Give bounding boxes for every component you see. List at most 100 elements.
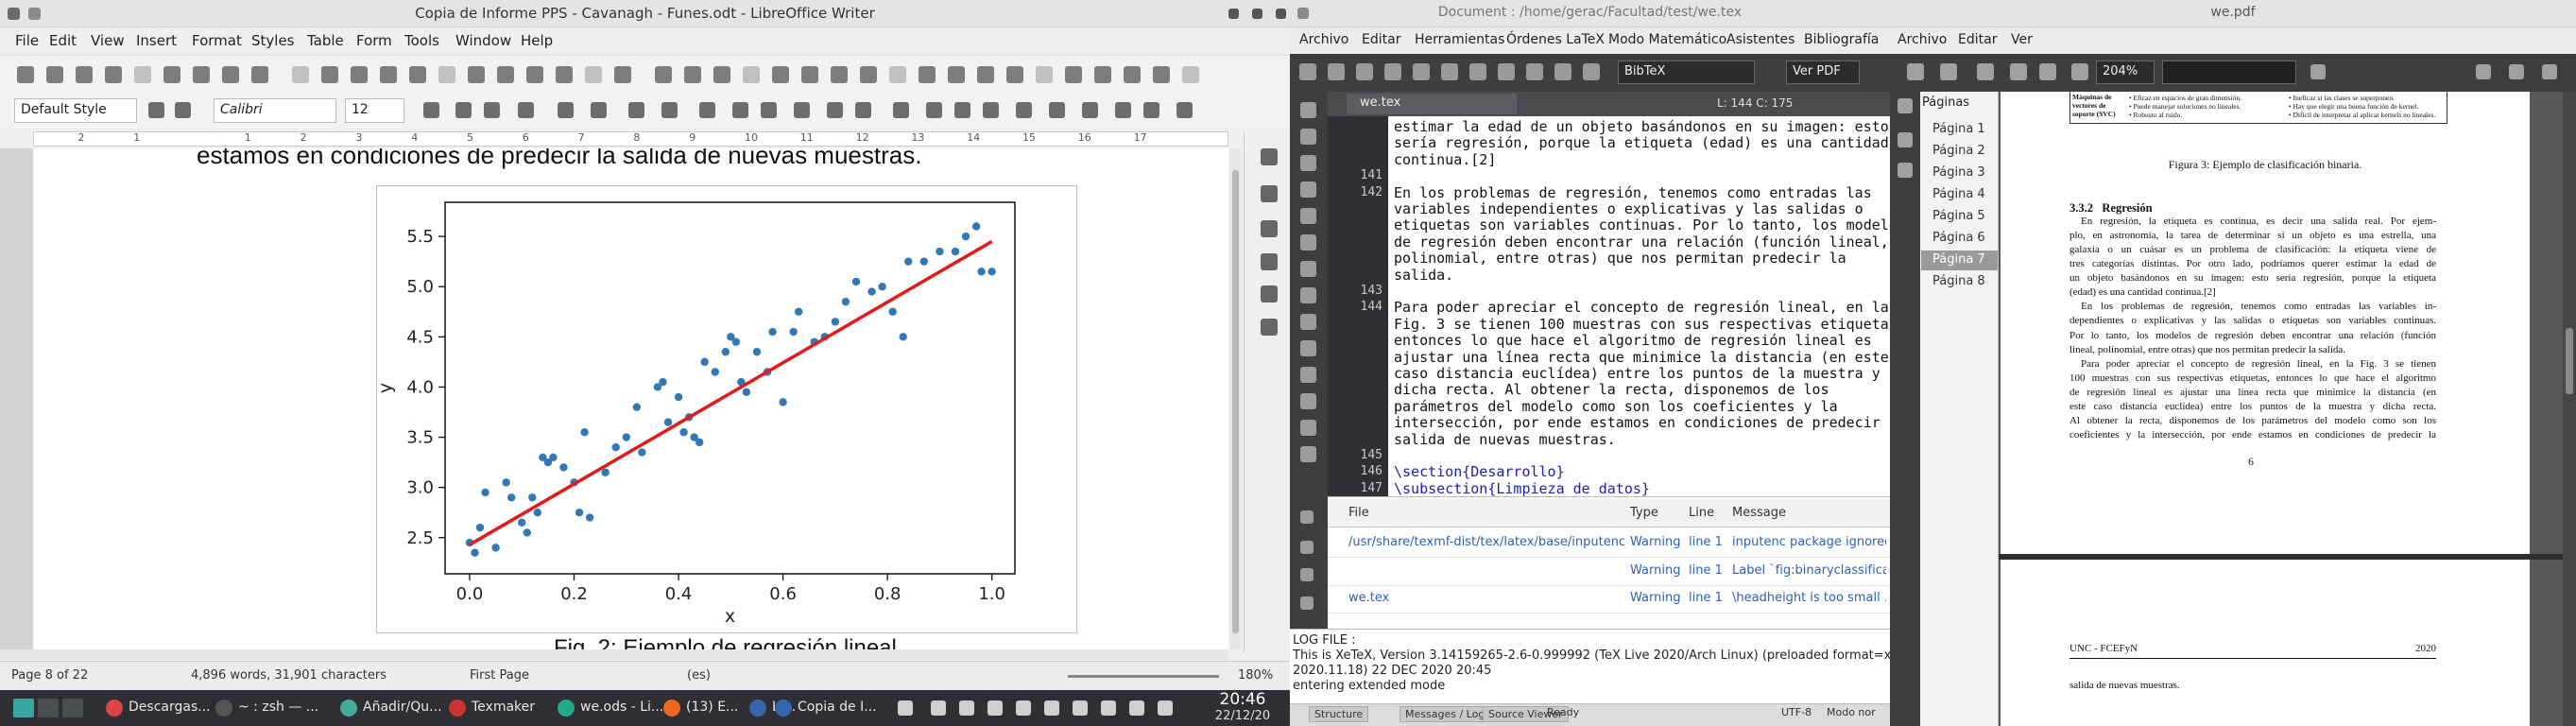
toolbar-icon[interactable] <box>1498 63 1515 80</box>
page-item[interactable]: Página 4 <box>1932 187 1985 201</box>
toolbar-icon[interactable] <box>423 102 439 118</box>
toolbar-icon[interactable] <box>1261 253 1278 270</box>
toolbar-icon[interactable] <box>948 66 965 83</box>
menu-item[interactable]: View <box>91 32 125 49</box>
toolbar-icon[interactable] <box>919 66 936 83</box>
toolbar-icon[interactable] <box>76 66 93 83</box>
toolbar-icon[interactable] <box>898 700 913 716</box>
toolbar-icon[interactable] <box>983 102 999 118</box>
toolbar-icon[interactable] <box>893 102 909 118</box>
page-item[interactable]: Página 7 <box>1921 251 1998 270</box>
task-item[interactable]: we.ods - Li... <box>580 700 664 715</box>
toolbar-icon[interactable] <box>1300 234 1316 251</box>
toolbar-icon[interactable] <box>455 102 472 118</box>
menu-item[interactable]: Tools <box>404 32 439 49</box>
menu-item[interactable]: Ver <box>2011 32 2033 47</box>
task-item[interactable]: ~ : zsh — ... <box>238 700 319 715</box>
toolbar-icon[interactable] <box>1384 63 1401 80</box>
font-combo[interactable]: Calibri <box>214 98 336 123</box>
toolbar-icon[interactable] <box>134 66 151 83</box>
toolbar-icon[interactable] <box>794 102 810 118</box>
toolbar-icon[interactable] <box>1583 63 1600 80</box>
toolbar-icon[interactable] <box>655 66 672 83</box>
file-tab[interactable]: we.tex <box>1347 94 1517 114</box>
toolbar-icon[interactable] <box>827 102 843 118</box>
menu-item[interactable]: Form <box>356 32 392 49</box>
toolbar-icon[interactable] <box>409 66 426 83</box>
toolbar-icon[interactable] <box>1898 98 1913 113</box>
workspace[interactable] <box>38 699 59 717</box>
toolbar-icon[interactable] <box>1526 63 1543 80</box>
toolbar-icon[interactable] <box>1036 66 1053 83</box>
toolbar-icon[interactable] <box>1016 102 1032 118</box>
toolbar-icon[interactable] <box>1300 208 1316 224</box>
search-box[interactable] <box>2162 60 2296 84</box>
toolbar-icon[interactable] <box>684 66 701 83</box>
toolbar-icon[interactable] <box>1049 102 1065 118</box>
toolbar-icon[interactable] <box>1300 155 1316 171</box>
toolbar-icon[interactable] <box>954 102 970 118</box>
toolbar-icon[interactable] <box>105 66 122 83</box>
menu-item[interactable]: Edit <box>49 32 77 49</box>
toolbar-icon[interactable] <box>987 700 1003 716</box>
toolbar-icon[interactable] <box>526 66 543 83</box>
menu-item[interactable]: Órdenes LaTeX <box>1506 32 1606 47</box>
toolbar-icon[interactable] <box>1977 63 1994 80</box>
toolbar-icon[interactable] <box>1300 367 1316 383</box>
toolbar-icon[interactable] <box>1300 129 1316 145</box>
toolbar-icon[interactable] <box>860 66 877 83</box>
menu-item[interactable]: Styles <box>251 32 295 49</box>
toolbar-icon[interactable] <box>1182 66 1199 83</box>
toolbar-icon[interactable] <box>1328 63 1345 80</box>
toolbar-icon[interactable] <box>1261 319 1278 336</box>
workspace[interactable] <box>13 699 34 717</box>
toolbar-icon[interactable] <box>484 102 500 118</box>
toolbar-icon[interactable] <box>1101 700 1116 716</box>
menu-item[interactable]: Herramientas <box>1415 32 1505 47</box>
toolbar-icon[interactable] <box>163 66 180 83</box>
toolbar-icon[interactable] <box>558 102 574 118</box>
toolbar-icon[interactable] <box>497 66 514 83</box>
toolbar-icon[interactable] <box>926 102 942 118</box>
toolbar-icon[interactable] <box>628 102 644 118</box>
toolbar-icon[interactable] <box>1297 8 1309 19</box>
toolbar-icon[interactable] <box>591 102 607 118</box>
toolbar-icon[interactable] <box>959 700 974 716</box>
toolbar-icon[interactable] <box>1300 340 1316 356</box>
toolbar-icon[interactable] <box>1907 63 1924 80</box>
message-row[interactable] <box>1328 587 1890 614</box>
toolbar-icon[interactable] <box>1554 63 1571 80</box>
toolbar-icon[interactable] <box>1124 66 1141 83</box>
toolbar-icon[interactable] <box>1115 102 1131 118</box>
toolbar-icon[interactable] <box>1300 393 1316 409</box>
toolbar-icon[interactable] <box>2010 63 2027 80</box>
toolbar-icon[interactable] <box>1300 182 1316 198</box>
menu-item[interactable]: Insert <box>136 32 178 49</box>
toolbar-icon[interactable] <box>148 102 164 118</box>
menu-item[interactable]: Archivo <box>1898 32 1948 47</box>
toolbar-icon[interactable] <box>1143 102 1159 118</box>
message-row[interactable] <box>1328 531 1890 558</box>
toolbar-icon[interactable] <box>1261 285 1278 302</box>
toolbar-icon[interactable] <box>1228 9 1239 19</box>
scroll-thumb[interactable] <box>1232 170 1239 633</box>
toolbar-icon[interactable] <box>1356 63 1373 80</box>
page-item[interactable]: Página 5 <box>1932 209 1985 223</box>
menu-item[interactable]: Format <box>192 32 242 49</box>
status-item[interactable]: Messages / Log <box>1400 706 1491 722</box>
toolbar-icon[interactable] <box>1158 700 1173 716</box>
app-icon[interactable] <box>749 700 766 717</box>
toolbar-icon[interactable] <box>831 66 848 83</box>
menu-item[interactable]: File <box>15 32 40 49</box>
toolbar-icon[interactable] <box>46 66 63 83</box>
app-icon[interactable] <box>449 700 466 717</box>
toolbar-icon[interactable] <box>931 700 946 716</box>
toolbar-icon[interactable] <box>1252 9 1262 19</box>
toolbar-icon[interactable] <box>1300 261 1316 277</box>
bibtex-combo[interactable]: BibTeX <box>1618 60 1755 84</box>
menu-item[interactable]: Modo Matemático <box>1608 32 1727 47</box>
toolbar-icon[interactable] <box>614 66 631 83</box>
menu-item[interactable]: Asistentes <box>1726 32 1795 47</box>
toolbar-icon[interactable] <box>713 66 730 83</box>
toolbar-icon[interactable] <box>585 66 602 83</box>
